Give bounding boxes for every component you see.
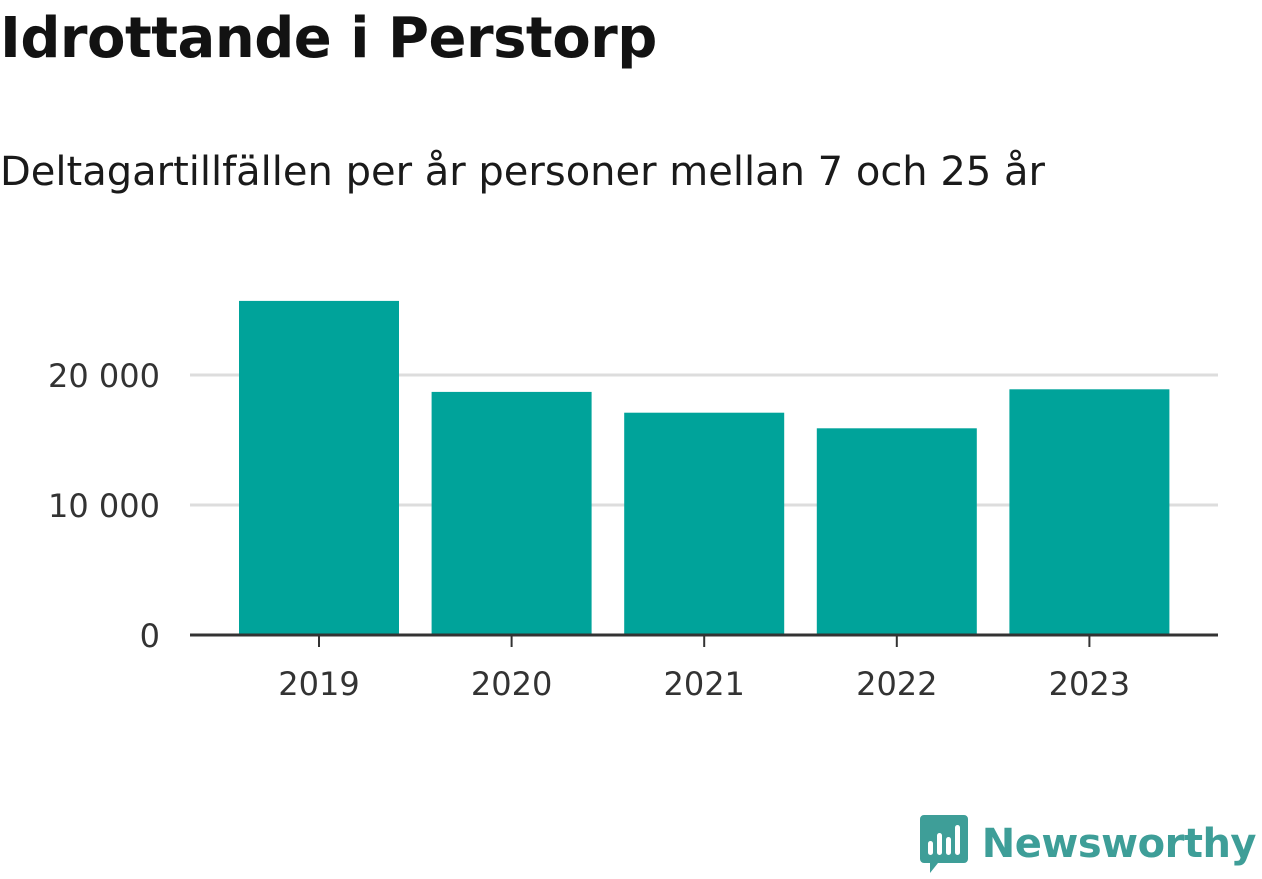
bar-2023 <box>1009 389 1170 635</box>
brand-logo: Newsworthy <box>919 815 1257 873</box>
newsworthy-logo-icon <box>919 815 968 873</box>
x-tick-label: 2023 <box>1049 665 1130 703</box>
x-tick-label: 2022 <box>856 665 937 703</box>
bar-2022 <box>816 428 977 635</box>
bar-2021 <box>624 412 785 635</box>
y-tick-label: 0 <box>140 617 160 655</box>
chart-subtitle: Deltagartillfällen per år personer mella… <box>0 149 1045 195</box>
y-tick-label: 20 000 <box>48 357 160 395</box>
chart-title: Idrottande i Perstorp <box>0 6 657 71</box>
x-tick-label: 2020 <box>471 665 552 703</box>
bar-2020 <box>431 391 592 635</box>
bar-2019 <box>239 300 399 635</box>
x-tick-label: 2021 <box>663 665 744 703</box>
tick-labels: 0 10 000 20 000 2019 2020 2021 2022 2023 <box>48 357 1130 703</box>
x-tick-label: 2019 <box>278 665 359 703</box>
bars <box>239 300 1170 635</box>
y-tick-label: 10 000 <box>48 487 160 525</box>
brand-name: Newsworthy <box>981 821 1257 867</box>
axes <box>190 633 1218 647</box>
